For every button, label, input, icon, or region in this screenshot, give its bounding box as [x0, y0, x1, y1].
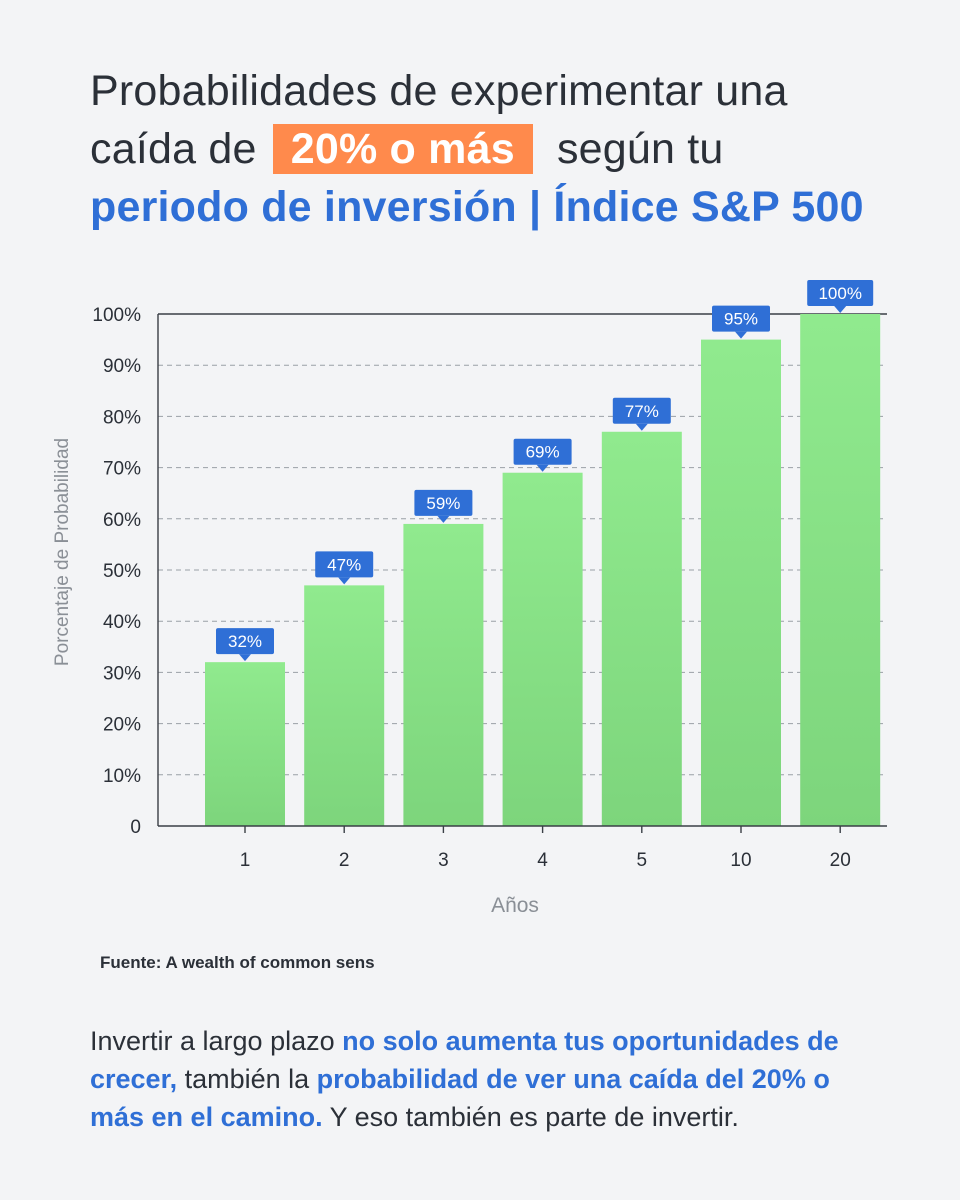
data-label-pointer — [437, 515, 450, 523]
data-label-pointer — [239, 654, 251, 662]
data-label-text: 47% — [327, 555, 361, 574]
footer-text-3: Y eso también es parte de invertir. — [322, 1102, 739, 1132]
x-tick-label: 2 — [339, 850, 350, 871]
bar-5 — [601, 431, 682, 826]
data-label-1: 32% — [216, 628, 274, 662]
data-label-pointer — [635, 423, 648, 431]
axes: 0 10% 20% 30% 40% 50% 60% 70% 80% 90% 100% 1 2 3 4 5 10 2… — [92, 305, 887, 871]
y-tick-label: 90% — [103, 356, 141, 377]
bars — [205, 314, 881, 826]
bar-2 — [304, 585, 385, 826]
data-label-pointer — [338, 577, 351, 585]
data-label-text: 77% — [625, 402, 659, 421]
data-label-2: 47% — [315, 551, 374, 585]
y-tick-label: 50% — [103, 561, 141, 582]
y-tick-label: 10% — [103, 766, 141, 787]
y-tick-label: 70% — [103, 459, 141, 480]
x-tick-label: 4 — [537, 850, 548, 871]
bar-3 — [403, 523, 484, 826]
title-pre: caída de — [90, 125, 257, 173]
data-label-box — [712, 305, 770, 332]
data-label-box — [216, 628, 274, 655]
x-tick-label: 1 — [240, 850, 251, 871]
source-note: Fuente: A wealth of common sens — [100, 953, 375, 972]
bar-chart: 0 10% 20% 30% 40% 50% 60% 70% 80% 90% 100% 1 2 3 4 5 10 2… — [52, 280, 887, 917]
footer-text: Invertir a largo plazo no solo aumenta t… — [90, 1022, 890, 1136]
footer-bold-2: probabilidad de ver una caída del 20% o … — [90, 1064, 830, 1132]
y-tick-label: 40% — [103, 612, 141, 633]
bar-20 — [800, 314, 881, 826]
data-labels: 32% 47% 59% 69% 77% 95% 100% — [216, 280, 874, 662]
title-line-3: periodo de inversión | Índice S&P 500 — [90, 183, 864, 231]
y-axis-label: Porcentaje de Probabilidad — [52, 438, 73, 666]
data-label-5: 77% — [612, 397, 671, 431]
data-label-text: 95% — [724, 310, 758, 329]
bar-4 — [502, 472, 583, 826]
bar-1 — [205, 662, 285, 826]
data-label-text: 59% — [426, 494, 460, 513]
title-post: según tu — [556, 125, 724, 173]
y-tick-label: 100% — [92, 305, 141, 326]
bar-10 — [701, 339, 781, 826]
footer-bold-1: no solo aumenta tus oportunidades de cre… — [90, 1026, 839, 1094]
y-tick-label: 20% — [103, 715, 141, 736]
y-tick-label: 0 — [130, 817, 141, 838]
footer-text-1: Invertir a largo plazo — [90, 1026, 343, 1056]
data-label-text: 32% — [228, 632, 262, 651]
title-highlight: 20% o más — [272, 124, 533, 174]
x-tick-label: 20 — [830, 850, 851, 871]
y-tick-label: 60% — [103, 510, 141, 531]
data-label-10: 95% — [712, 305, 770, 339]
title-line-1: Probabilidades de experimentar una — [90, 67, 788, 115]
y-tick-label: 30% — [103, 663, 141, 684]
footer-text-2: también la — [177, 1064, 317, 1094]
data-label-pointer — [834, 306, 847, 313]
data-label-20: 100% — [807, 280, 874, 313]
y-tick-label: 80% — [103, 407, 141, 428]
x-tick-label: 3 — [438, 850, 449, 871]
data-label-box — [612, 397, 671, 424]
data-label-box — [414, 489, 473, 516]
data-label-text: 69% — [526, 443, 560, 462]
x-axis-label: Años — [491, 894, 539, 917]
data-label-box — [315, 551, 374, 578]
data-label-text: 100% — [818, 284, 861, 303]
x-tick-label: 5 — [637, 850, 648, 871]
data-label-4: 69% — [513, 438, 572, 472]
data-label-pointer — [536, 464, 549, 472]
x-tick-label: 10 — [730, 850, 751, 871]
chart-title: Probabilidades de experimentar una caída… — [90, 62, 910, 236]
data-label-pointer — [735, 331, 747, 339]
data-label-box — [513, 438, 572, 465]
data-label-3: 59% — [414, 489, 473, 523]
data-label-box — [807, 280, 874, 306]
